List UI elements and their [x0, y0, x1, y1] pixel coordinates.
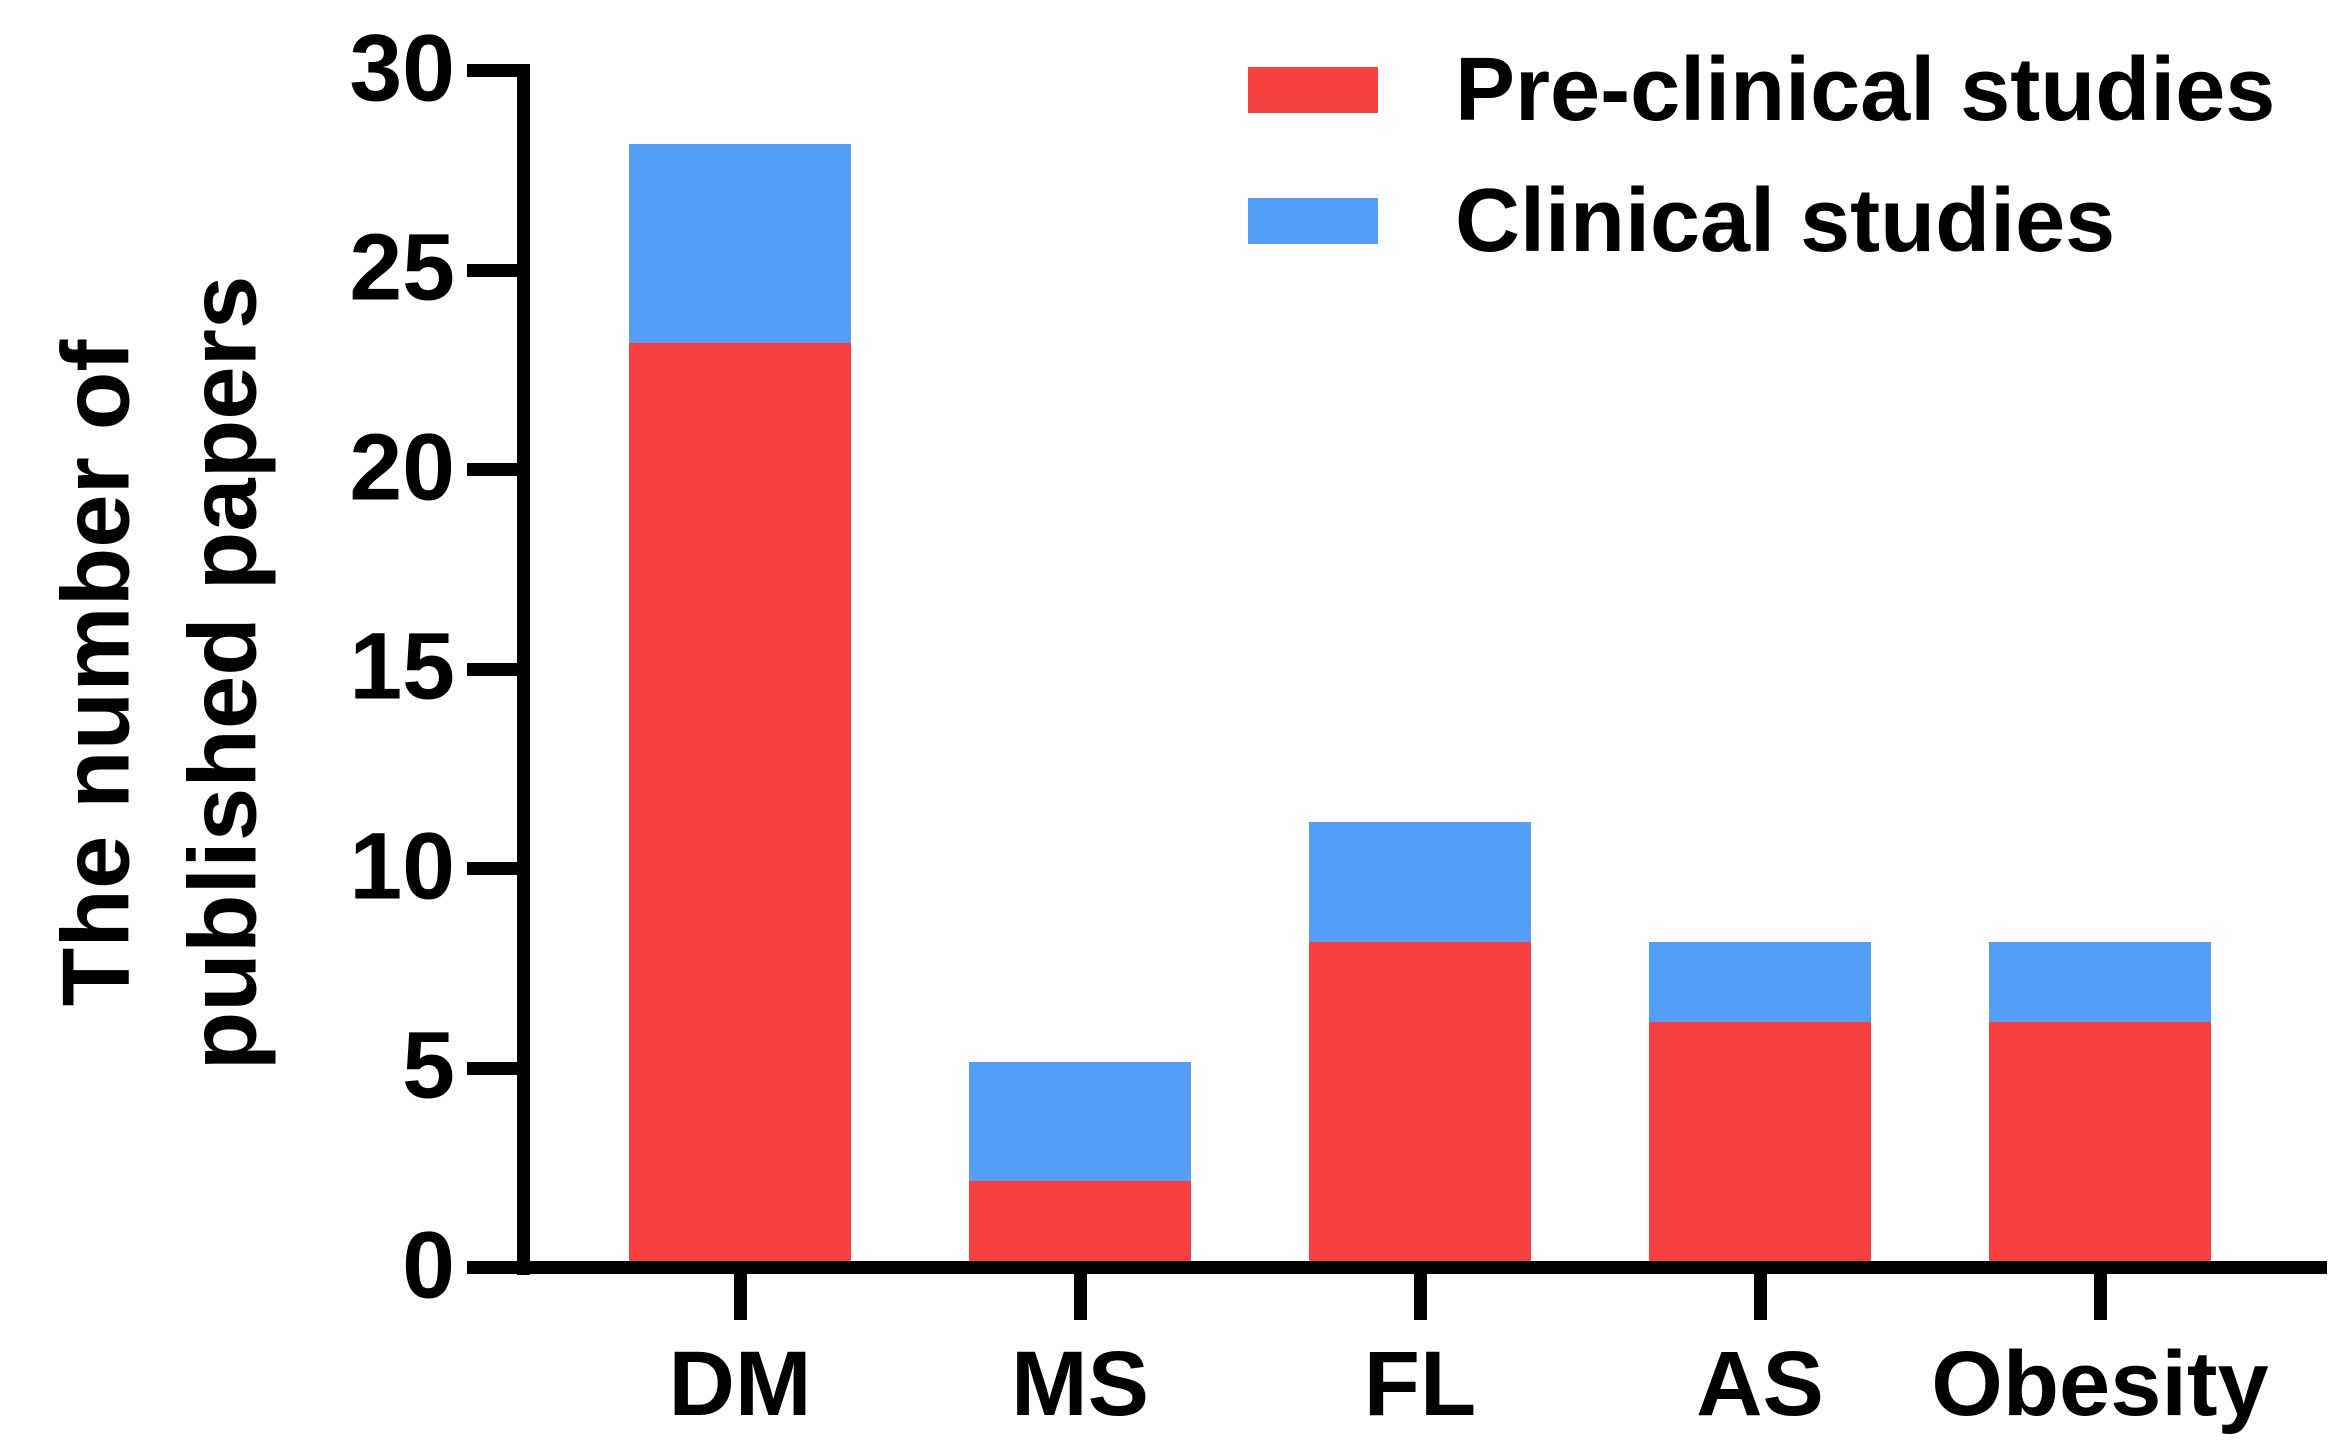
legend-item-clinical: Clinical studies [1248, 176, 2275, 266]
bar-segment-preclinical [1309, 941, 1531, 1261]
bar-segment-preclinical [1989, 1021, 2211, 1261]
bar-segment-preclinical [1649, 1021, 1871, 1261]
x-category-label: AS [1696, 1333, 1824, 1435]
x-tick [1413, 1274, 1427, 1320]
bar-segment-preclinical [629, 343, 851, 1261]
y-tick-label: 20 [349, 414, 455, 521]
y-tick-label: 30 [349, 15, 455, 122]
y-tick [467, 862, 530, 875]
x-category-label: Obesity [1931, 1333, 2269, 1435]
bar-segment-clinical [1309, 822, 1531, 942]
y-axis-title-line1: The number of [42, 339, 150, 1007]
bar-segment-clinical [1649, 941, 1871, 1022]
y-tick-label: 5 [402, 1012, 455, 1119]
x-category-label: MS [1011, 1333, 1149, 1435]
y-tick-label: 15 [349, 613, 455, 720]
x-tick [1073, 1274, 1087, 1320]
x-tick [1753, 1274, 1767, 1320]
x-category-label: FL [1363, 1333, 1477, 1435]
legend-swatch-preclinical [1248, 67, 1378, 113]
y-tick [467, 662, 530, 676]
x-axis-baseline [467, 1261, 2327, 1274]
legend-label-clinical: Clinical studies [1455, 171, 2116, 271]
bar-segment-clinical [629, 143, 851, 344]
legend-item-preclinical: Pre-clinical studies [1248, 45, 2275, 135]
y-tick [467, 263, 530, 277]
x-category-label: DM [668, 1333, 812, 1435]
y-axis-title-line2: published papers [169, 275, 276, 1071]
legend-label-preclinical: Pre-clinical studies [1455, 40, 2276, 140]
bar-segment-clinical [1989, 941, 2211, 1022]
y-tick [467, 463, 530, 476]
y-axis-title: The number of published papers [33, 276, 286, 1071]
y-tick [467, 64, 530, 77]
legend-swatch-clinical [1248, 198, 1378, 244]
legend: Pre-clinical studies Clinical studies [1248, 45, 2275, 266]
x-tick [733, 1274, 747, 1320]
y-tick [467, 1261, 530, 1274]
y-tick-label: 10 [349, 813, 455, 920]
y-tick [467, 1061, 530, 1075]
bar-segment-preclinical [969, 1181, 1191, 1261]
y-tick-label: 0 [402, 1212, 455, 1319]
x-tick [2093, 1274, 2107, 1320]
y-tick-label: 25 [349, 214, 455, 321]
bar-segment-clinical [969, 1061, 1191, 1182]
